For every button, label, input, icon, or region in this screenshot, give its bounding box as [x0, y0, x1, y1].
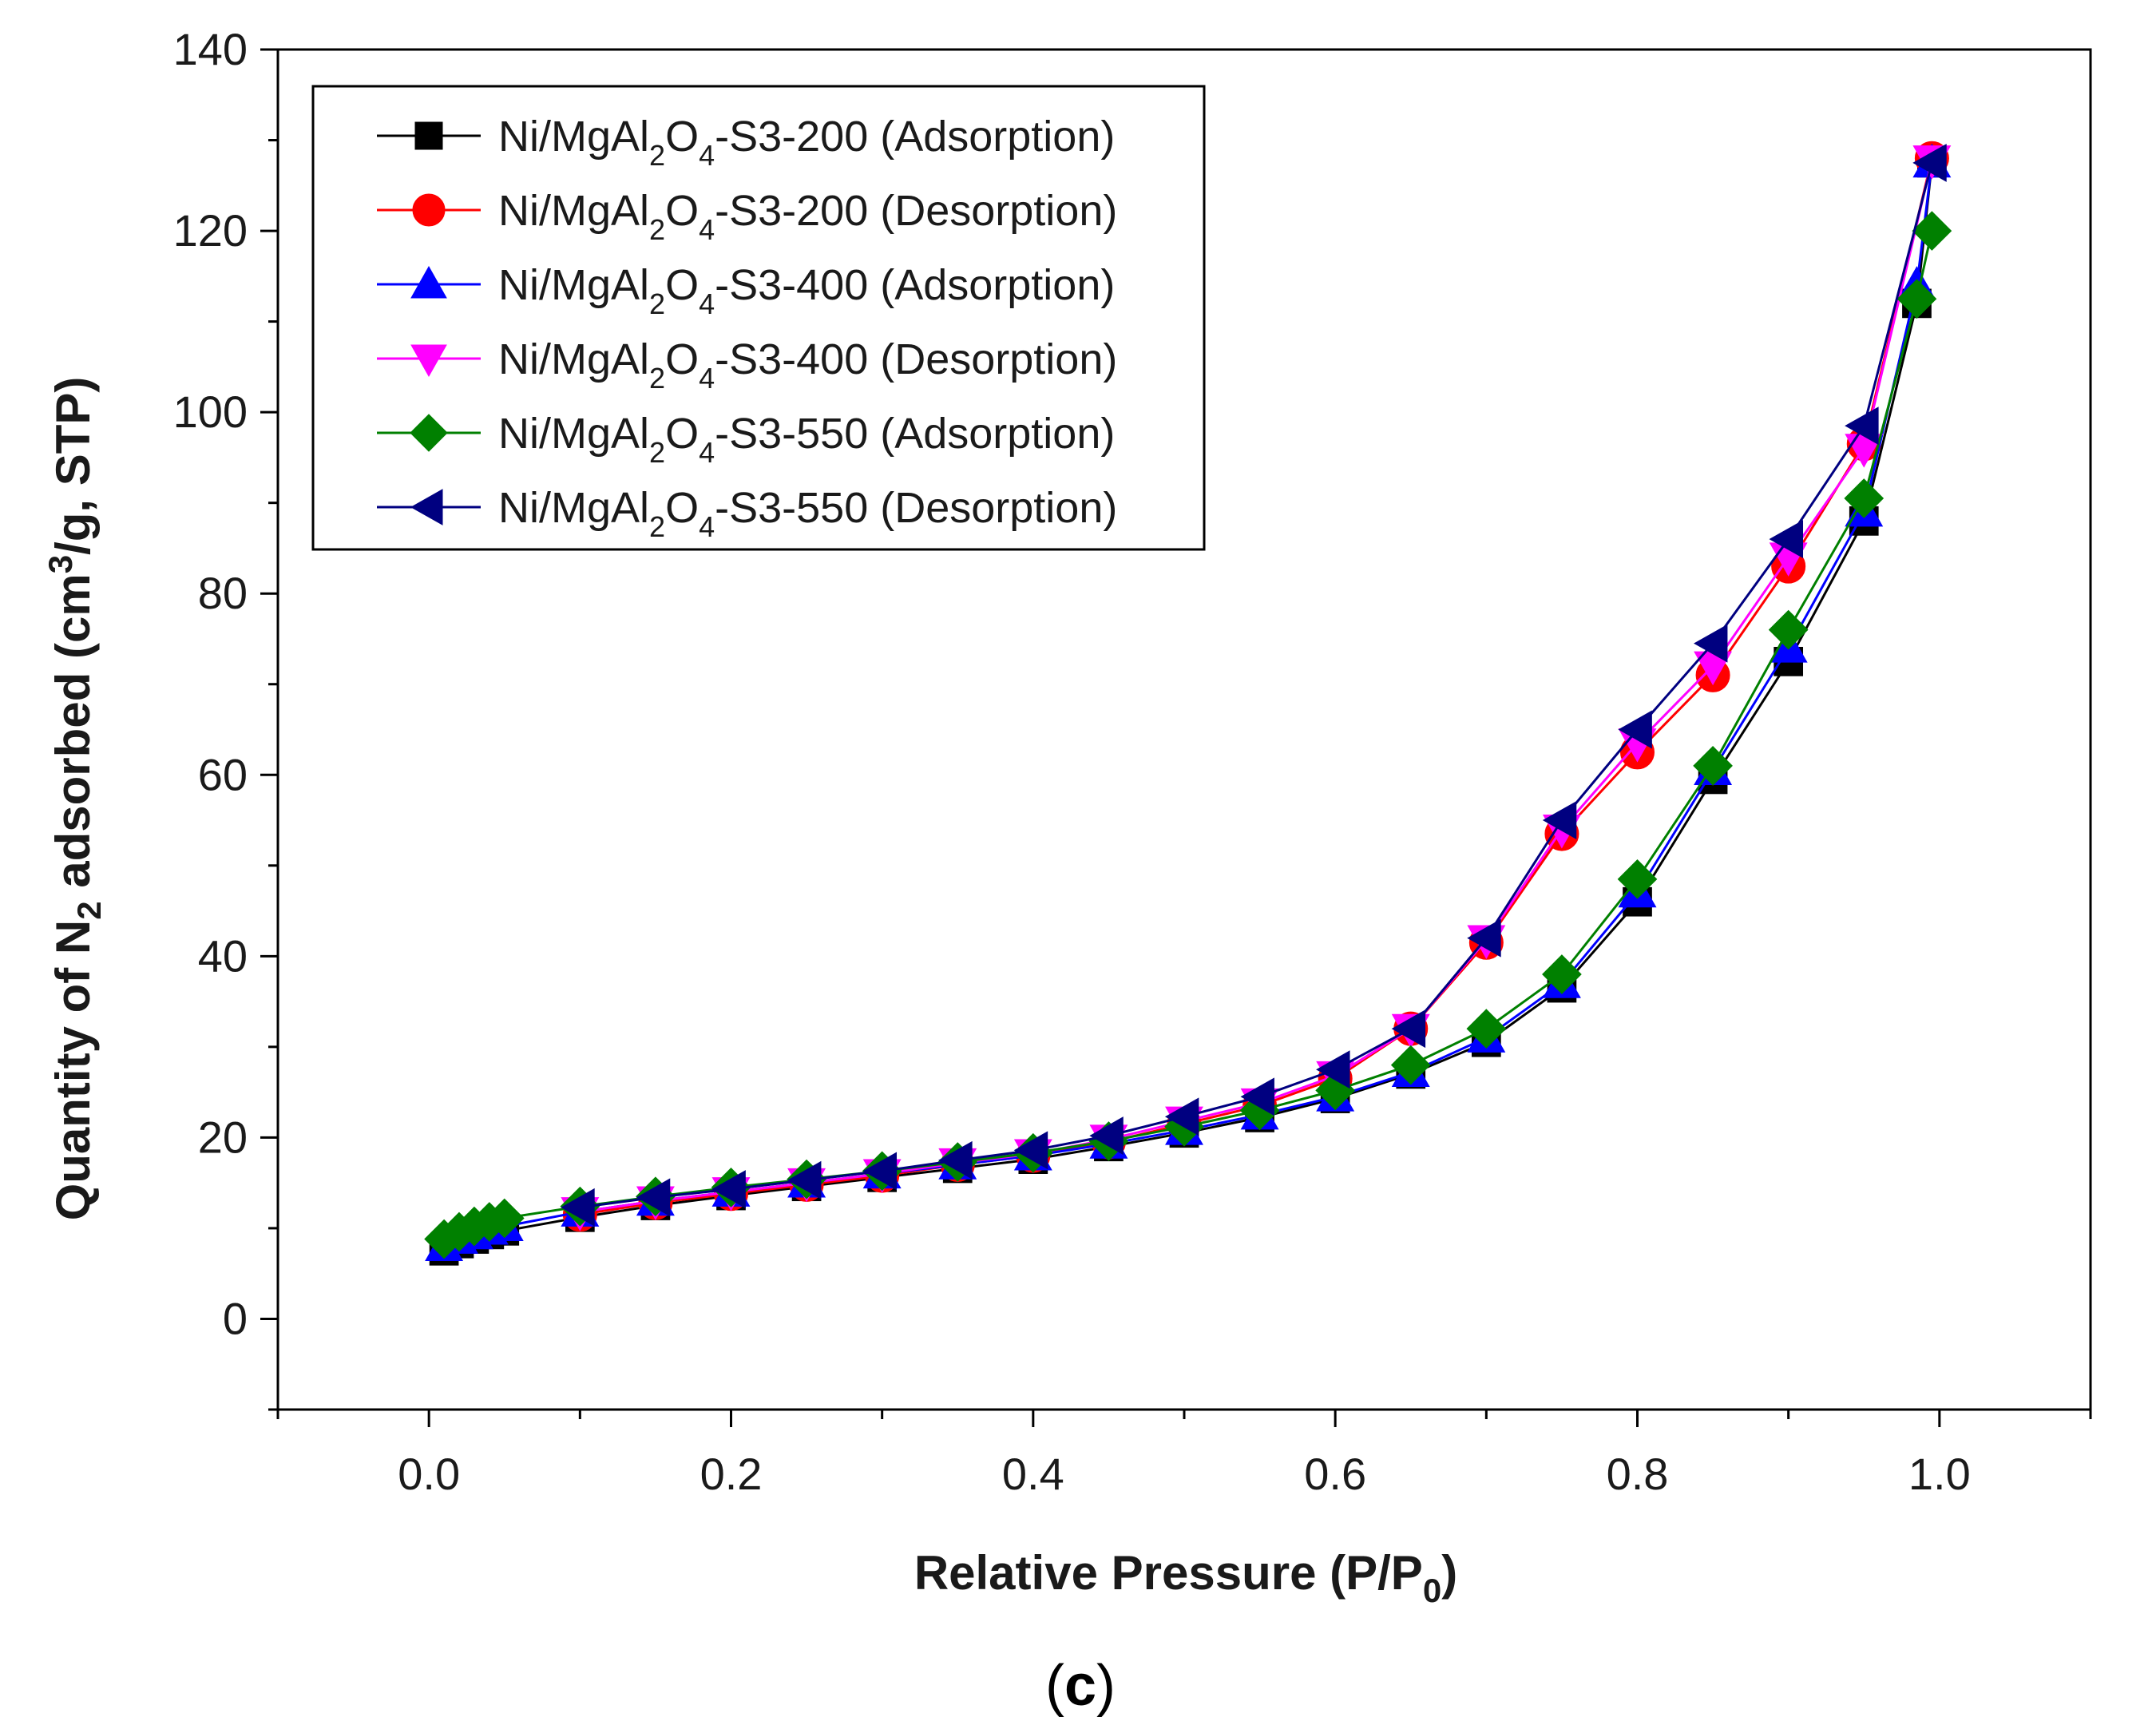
legend-marker: [410, 489, 443, 525]
data-point: [1467, 918, 1501, 958]
data-point: [1013, 1131, 1048, 1170]
data-point: [1391, 1009, 1426, 1049]
legend-label: Ni/MgAl2O4-S3-550 (Adsorption): [498, 410, 1115, 469]
y-tick-label: 60: [198, 749, 248, 799]
legend-label: Ni/MgAl2O4-S3-550 (Desorption): [498, 484, 1117, 543]
legend-item: Ni/MgAl2O4-S3-400 (Desorption): [377, 335, 1117, 395]
data-point: [1844, 478, 1885, 518]
y-axis-title: Quantity of N2 adsorbed (cm3/g, STP): [42, 377, 108, 1221]
legend-label: Ni/MgAl2O4-S3-200 (Desorption): [498, 187, 1117, 246]
data-point: [1912, 143, 1947, 182]
data-point: [1912, 211, 1952, 251]
y-tick-label: 100: [173, 387, 248, 437]
x-tick-label: 1.0: [1908, 1449, 1971, 1499]
y-tick-label: 120: [173, 205, 248, 256]
legend-marker: [410, 344, 447, 378]
legend-label: Ni/MgAl2O4-S3-200 (Adsorption): [498, 113, 1115, 172]
y-tick-label: 0: [223, 1293, 248, 1343]
x-tick-label: 0.6: [1304, 1449, 1366, 1499]
y-tick-label: 140: [173, 24, 248, 74]
x-axis-title: Relative Pressure (P/P0): [914, 1546, 1457, 1609]
series-6: [561, 143, 1947, 1227]
data-point: [561, 1188, 595, 1227]
y-tick-label: 80: [198, 568, 248, 618]
legend: Ni/MgAl2O4-S3-200 (Adsorption) Ni/MgAl2O4…: [311, 85, 1206, 551]
data-point: [1390, 1045, 1431, 1085]
y-tick-label: 40: [198, 930, 248, 981]
data-point: [1466, 1009, 1507, 1049]
legend-marker: [410, 265, 447, 299]
legend-marker: [414, 121, 443, 150]
data-point: [1240, 1077, 1274, 1116]
data-point: [636, 1178, 671, 1217]
data-point: [1542, 801, 1577, 839]
data-point: [1845, 406, 1879, 446]
data-point: [1617, 859, 1658, 899]
data-point: [711, 1170, 746, 1209]
legend-marker: [410, 414, 448, 452]
series-layer: [424, 141, 1952, 1266]
figure-caption: (c): [1045, 1654, 1116, 1718]
data-point: [484, 1198, 525, 1239]
legend-marker: [412, 193, 446, 227]
legend-label: Ni/MgAl2O4-S3-400 (Desorption): [498, 335, 1117, 395]
data-point: [938, 1140, 973, 1180]
data-point: [1089, 1116, 1124, 1156]
legend-label: Ni/MgAl2O4-S3-400 (Adsorption): [498, 261, 1115, 320]
data-point: [862, 1152, 898, 1191]
data-point: [1618, 710, 1652, 749]
x-tick-label: 0.2: [700, 1449, 763, 1499]
legend-item: Ni/MgAl2O4-S3-550 (Desorption): [377, 484, 1117, 543]
x-axis: 0.0 0.2 0.4 0.6 0.8 1.0: [276, 1410, 2092, 1499]
data-point: [1896, 279, 1937, 319]
data-point: [1316, 1050, 1350, 1089]
legend-item: Ni/MgAl2O4-S3-400 (Adsorption): [377, 261, 1115, 320]
legend-item: Ni/MgAl2O4-S3-200 (Adsorption): [377, 113, 1115, 172]
legend-box: [311, 85, 1206, 551]
legend-item: Ni/MgAl2O4-S3-200 (Desorption): [377, 187, 1117, 246]
x-tick-label: 0.0: [398, 1449, 460, 1499]
y-tick-label: 20: [198, 1112, 248, 1162]
data-point: [787, 1160, 822, 1200]
legend-item: Ni/MgAl2O4-S3-550 (Adsorption): [377, 410, 1115, 469]
data-point: [1693, 624, 1728, 663]
x-tick-label: 0.8: [1607, 1449, 1669, 1499]
y-axis: 0 20 40 60 80 100 120 140: [173, 24, 278, 1411]
data-point: [1542, 954, 1582, 994]
x-tick-label: 0.4: [1002, 1449, 1064, 1499]
data-point: [1164, 1097, 1199, 1136]
data-point: [1768, 609, 1809, 650]
data-point: [1693, 746, 1733, 786]
data-point: [1769, 520, 1804, 559]
